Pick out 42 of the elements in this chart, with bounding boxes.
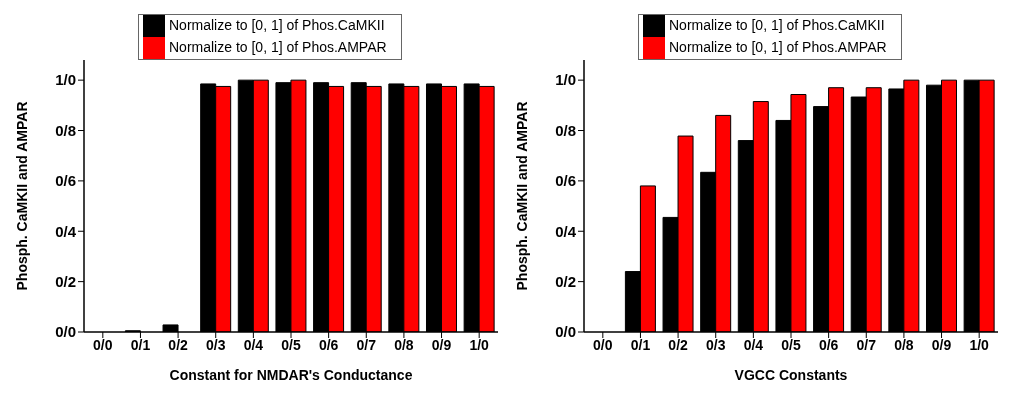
x-tick-label: 0/2: [168, 336, 189, 353]
x-tick-label: 0/8: [394, 336, 414, 353]
x-tick-label: 1/0: [969, 336, 990, 353]
legend-label: Normalize to [0, 1] of Phos.AMPAR: [669, 38, 887, 55]
x-tick-label: 0/1: [630, 336, 651, 353]
text: 1/0: [55, 71, 76, 89]
legend-label: Normalize to [0, 1] of Phos.CaMKII: [169, 16, 385, 33]
text: 0/4: [555, 222, 577, 240]
x-axis-title: Constant for NMDAR's Conductance: [169, 367, 413, 383]
x-tick-label: 0/5: [281, 336, 301, 353]
x-tick-label: 0/7: [356, 336, 377, 353]
legend-label: Normalize to [0, 1] of Phos.AMPAR: [169, 38, 387, 55]
x-tick-label: 0/9: [931, 336, 952, 353]
x-tick-label: 0/2: [668, 336, 689, 353]
x-tick-label: 0/5: [781, 336, 801, 353]
x-tick-label: 0/3: [705, 336, 726, 353]
text: 0/0: [55, 323, 76, 341]
text: 0/6: [55, 172, 76, 190]
text: 0/8: [55, 121, 76, 139]
x-tick-label: 0/0: [93, 336, 113, 353]
y-axis-title: Phosph. CaMKII and AMPAR: [513, 101, 530, 291]
x-tick-label: 0/7: [856, 336, 877, 353]
x-tick-label: 0/0: [593, 336, 613, 353]
x-tick-label: 0/6: [318, 336, 339, 353]
x-tick-label: 0/8: [894, 336, 914, 353]
text: 0/4: [55, 222, 77, 240]
y-axis-title: Phosph. CaMKII and AMPAR: [13, 101, 30, 291]
legend-label: Normalize to [0, 1] of Phos.CaMKII: [669, 16, 885, 33]
x-tick-label: 0/4: [243, 336, 264, 353]
x-tick-label: 0/6: [818, 336, 839, 353]
text: 0/2: [55, 272, 76, 290]
x-tick-label: 1/0: [469, 336, 490, 353]
x-tick-label: 0/3: [205, 336, 226, 353]
text: 1/0: [555, 71, 576, 89]
text: 0/2: [555, 272, 576, 290]
x-tick-label: 0/1: [130, 336, 151, 353]
text: 0/0: [555, 323, 576, 341]
x-axis-title: VGCC Constants: [734, 367, 848, 383]
text: 0/8: [555, 121, 576, 139]
x-tick-label: 0/4: [743, 336, 764, 353]
x-tick-label: 0/9: [431, 336, 452, 353]
text: 0/6: [555, 172, 576, 190]
